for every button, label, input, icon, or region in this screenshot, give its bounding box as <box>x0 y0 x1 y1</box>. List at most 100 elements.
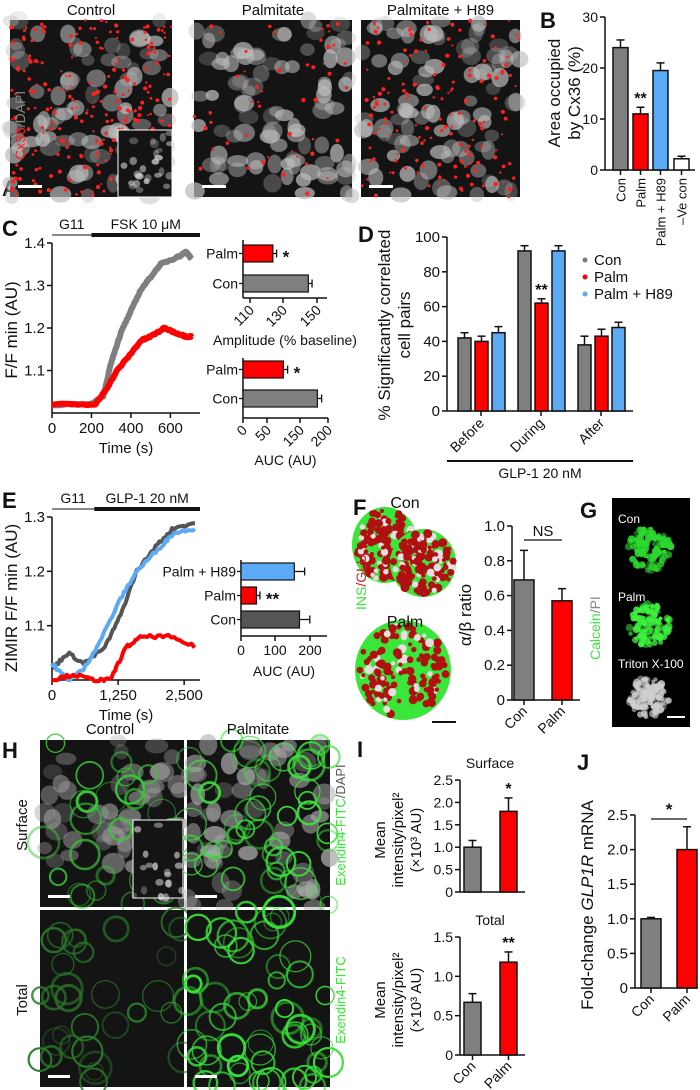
cx36-puncta <box>257 104 262 108</box>
panel-letter-F: F <box>353 495 366 520</box>
cx36-puncta <box>507 195 511 199</box>
membrane-signal <box>267 971 286 990</box>
cx36-puncta <box>113 89 117 94</box>
glu-cell <box>417 566 426 575</box>
bar <box>513 579 535 701</box>
significance-marker: ** <box>502 935 515 952</box>
glu-cell <box>419 680 427 688</box>
membrane-signal <box>233 735 267 769</box>
cell-nucleus <box>269 105 285 118</box>
cx36-puncta <box>108 146 112 149</box>
cell-nucleus <box>101 803 119 820</box>
cell-nucleus <box>126 66 143 86</box>
cx36-puncta <box>122 123 126 126</box>
cx36-puncta <box>468 68 472 72</box>
cell-nucleus <box>81 188 95 204</box>
cx36-puncta <box>28 59 33 64</box>
glu-cell <box>369 679 378 688</box>
cell-nucleus <box>510 51 529 68</box>
cell-nucleus <box>202 32 216 49</box>
cell <box>638 694 646 702</box>
cell-nucleus <box>163 749 181 765</box>
stain-label-part: Exendin4-FITC <box>333 798 348 885</box>
condition-label: Palm <box>618 590 645 604</box>
glu-cell <box>388 624 397 633</box>
glu-cell <box>380 548 389 556</box>
cell-nucleus <box>120 162 128 169</box>
membrane-signal <box>222 927 255 959</box>
x-tick-label: After <box>575 415 607 447</box>
membrane-signal <box>294 778 321 805</box>
membrane-signal <box>223 991 251 1020</box>
cx36-puncta <box>74 99 77 103</box>
bar <box>577 344 592 412</box>
cx36-puncta <box>326 44 331 50</box>
cx36-puncta <box>14 93 17 96</box>
cx36-puncta <box>203 126 208 131</box>
glu-cell <box>397 553 405 561</box>
cx36-puncta <box>453 175 458 179</box>
cell-nucleus <box>324 101 345 115</box>
cell-nucleus <box>430 15 451 28</box>
x-tick-label: Con <box>449 1058 478 1087</box>
cell-nucleus <box>267 154 282 174</box>
y-tick-label: 1.1 <box>24 363 45 380</box>
cx36-puncta <box>391 171 395 175</box>
x-axis-label: Time (s) <box>99 440 153 457</box>
cx36-puncta <box>449 89 452 93</box>
cx36-puncta <box>515 33 519 37</box>
panel-letter-C: C <box>2 216 18 241</box>
cell-nucleus <box>394 134 411 154</box>
membrane-signal <box>256 1067 287 1090</box>
cell-nucleus <box>312 783 336 805</box>
glu-cell <box>436 679 442 684</box>
membrane-signal <box>265 953 291 980</box>
cx36-puncta <box>170 25 173 28</box>
cell-nucleus <box>262 57 282 71</box>
glu-cell <box>425 638 434 648</box>
cell-nucleus <box>239 745 261 759</box>
membrane-signal <box>216 919 250 953</box>
glu-cell <box>426 549 434 557</box>
cx36-puncta <box>507 187 512 191</box>
cx36-puncta <box>70 107 74 110</box>
cell <box>649 692 654 697</box>
cx36-puncta <box>460 189 464 192</box>
image-h-control-total <box>27 906 200 1090</box>
membrane-signal <box>214 839 233 859</box>
cx36-puncta <box>75 193 78 196</box>
cell-nucleus <box>100 53 119 67</box>
column-title: Palmitate <box>227 721 290 738</box>
cx36-puncta <box>494 75 499 81</box>
cx36-puncta <box>34 149 37 153</box>
bar <box>612 46 629 171</box>
cx36-puncta <box>68 74 72 78</box>
glu-cell <box>405 571 413 579</box>
cx36-puncta <box>107 74 111 78</box>
cx36-puncta <box>390 110 394 114</box>
glu-cell <box>433 638 442 648</box>
membrane-signal <box>208 1002 237 1031</box>
panel-letter-J: J <box>577 750 589 775</box>
cell-nucleus <box>144 174 152 182</box>
cx36-puncta <box>457 111 461 115</box>
cx36-puncta <box>96 163 100 167</box>
cell <box>634 547 640 552</box>
glu-cell <box>427 690 435 698</box>
cx36-puncta <box>51 121 55 125</box>
y-tick-label: 1.4 <box>24 235 45 252</box>
cell <box>641 602 647 607</box>
glu-cell <box>411 581 419 588</box>
cx36-puncta <box>494 46 497 50</box>
membrane-signal <box>183 974 203 994</box>
cell-nucleus <box>366 21 383 35</box>
membrane-signal <box>75 790 99 813</box>
cell-nucleus <box>209 155 226 175</box>
cell-nucleus <box>329 16 351 32</box>
category-label: Palm + H89 <box>162 564 236 580</box>
cx36-puncta <box>273 30 277 34</box>
y-axis-label: by Cx36 (%) <box>565 46 584 140</box>
category-label: Palm <box>204 588 236 604</box>
cx36-puncta <box>71 97 74 101</box>
